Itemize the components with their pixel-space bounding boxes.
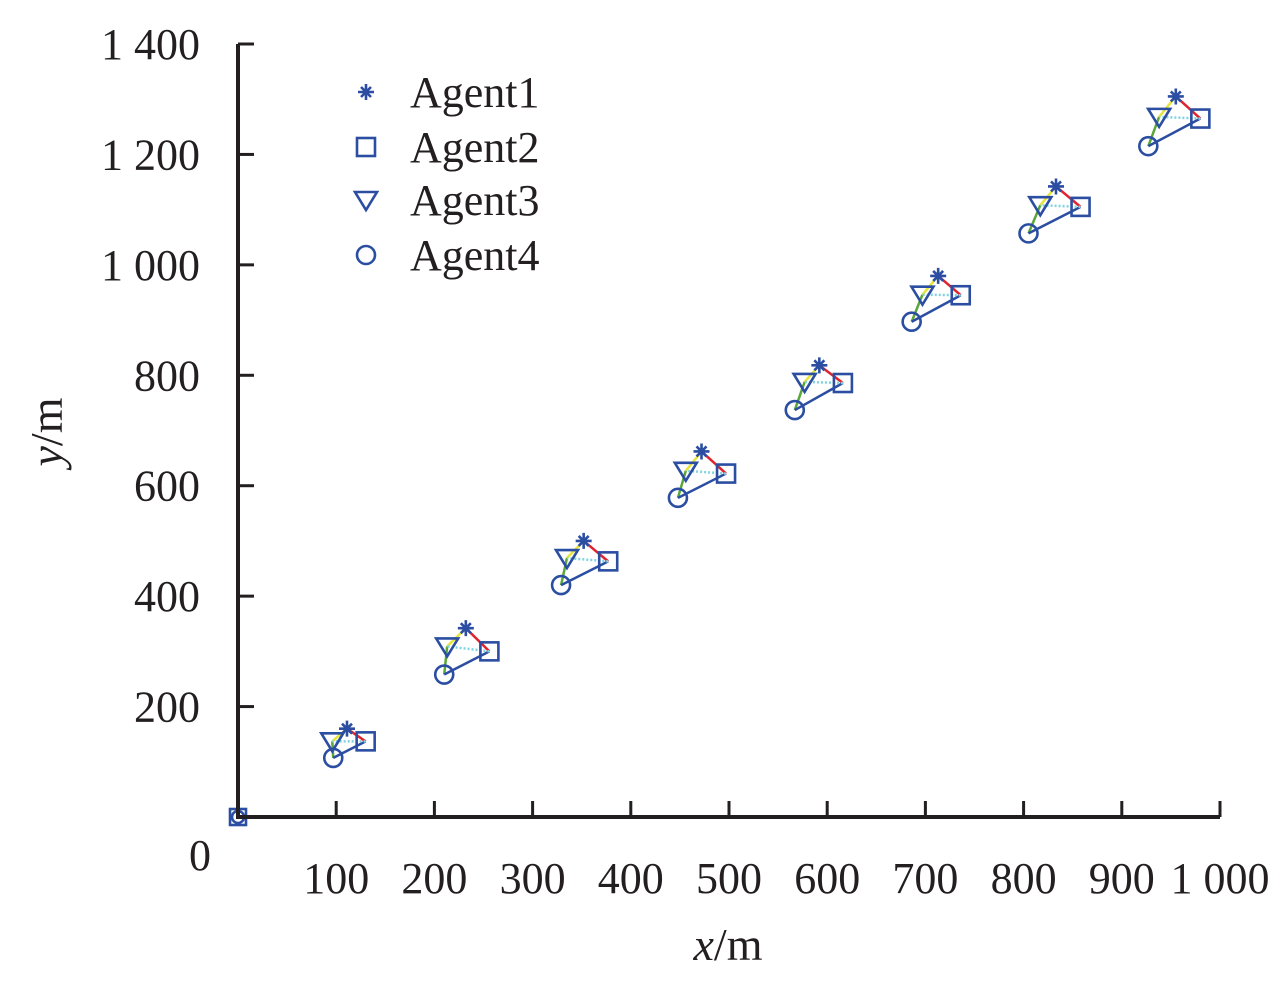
- legend-label: Agent4: [410, 231, 540, 280]
- agent4-point: [322, 747, 344, 769]
- x-tick-label: 1 000: [1171, 854, 1270, 903]
- x-tick-label: 700: [892, 854, 958, 903]
- agent4-point: [667, 487, 689, 509]
- x-tick-label: 900: [1089, 854, 1155, 903]
- y-tick-label: 800: [134, 351, 200, 400]
- legend-label: Agent2: [410, 123, 540, 172]
- agent3-point: [672, 461, 700, 484]
- agent1-point: [1167, 88, 1184, 105]
- y-axis-var: y: [21, 445, 72, 470]
- origin-label: 0: [189, 831, 211, 880]
- agent3-point: [433, 637, 461, 659]
- x-tick-label: 500: [696, 854, 762, 903]
- agent1-point: [1048, 178, 1065, 195]
- x-tick-label: 400: [598, 854, 664, 903]
- y-tick-label: 600: [134, 462, 200, 511]
- formation-edge: [1159, 115, 1201, 120]
- agent1-point: [811, 357, 828, 374]
- formation-edge: [676, 470, 687, 499]
- x-tick-label: 300: [500, 854, 566, 903]
- y-ticks: 200 400 600 800 1 000 1 200 1 400: [101, 20, 254, 732]
- agent3-point: [1145, 107, 1173, 130]
- legend-label: Agent3: [410, 176, 540, 225]
- formation-edge: [332, 740, 367, 760]
- formation-edge: [793, 381, 806, 411]
- formation-edge: [447, 645, 490, 653]
- y-axis-label: y/m: [21, 397, 72, 470]
- agent2-point: [715, 463, 737, 484]
- x-axis-var: x: [693, 919, 715, 970]
- agent4-point: [550, 574, 572, 596]
- x-tick-label: 600: [794, 854, 860, 903]
- agent2-point: [479, 641, 500, 662]
- y-tick-label: 400: [134, 572, 200, 621]
- formation-edge: [910, 294, 924, 323]
- agent3-point: [553, 548, 581, 571]
- legend-circle-icon: [355, 244, 377, 266]
- legend-triangle-icon: [352, 190, 380, 213]
- agent3-point: [909, 285, 936, 308]
- y-tick-label: 1 000: [101, 241, 200, 290]
- agent2-point: [355, 731, 376, 752]
- agent1-point: [339, 720, 356, 737]
- formation-edge: [442, 646, 449, 675]
- agent4-point: [784, 399, 806, 421]
- x-ticks: 100 200 300 400 500 600 700 800 900 1 000: [303, 801, 1270, 903]
- agent1-point: [575, 532, 592, 549]
- x-tick-label: 200: [401, 854, 467, 903]
- agent1-point: [693, 443, 710, 460]
- agent1-point: [930, 267, 947, 284]
- agent4-point: [1138, 135, 1159, 157]
- agent2-point: [597, 551, 619, 572]
- axes: 0 x/m y/m: [21, 44, 1220, 970]
- agent2-point: [1070, 196, 1091, 218]
- agent2-point: [1190, 108, 1211, 129]
- legend-square-icon: [355, 136, 377, 158]
- x-tick-label: 100: [303, 854, 369, 903]
- x-axis-label: x/m: [693, 919, 763, 970]
- legend-star-icon: [358, 84, 374, 100]
- y-tick-label: 200: [134, 683, 200, 732]
- agent4-point: [1018, 223, 1039, 244]
- agent4-point: [433, 664, 455, 685]
- agent2-point: [832, 372, 854, 394]
- formation-edge: [566, 556, 609, 563]
- legend-label: Agent1: [410, 68, 540, 117]
- agent-points: [228, 88, 1211, 827]
- x-tick-label: 800: [991, 854, 1057, 903]
- y-tick-label: 1 200: [101, 130, 200, 179]
- agent3-point: [318, 732, 346, 754]
- formation-edge: [443, 650, 490, 676]
- agent3-point: [791, 372, 818, 395]
- agent1-point: [457, 620, 474, 637]
- formation-edge: [559, 557, 569, 586]
- agent2-point: [950, 284, 972, 306]
- y-axis-unit: /m: [21, 397, 72, 446]
- x-axis-unit: /m: [714, 919, 763, 970]
- agent4-point: [901, 311, 922, 333]
- agent3-point: [1026, 195, 1054, 218]
- y-tick-label: 1 400: [101, 20, 200, 69]
